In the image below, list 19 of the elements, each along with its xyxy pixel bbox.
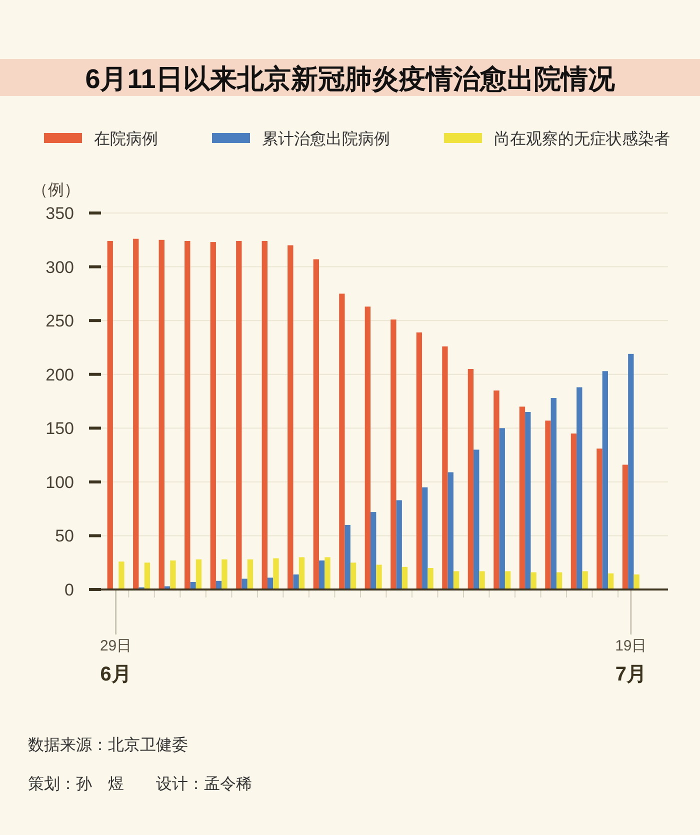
ytick: 0 bbox=[64, 580, 74, 600]
title: 6月11日以来北京新冠肺炎疫情治愈出院情况 bbox=[85, 64, 615, 94]
ytick: 150 bbox=[46, 419, 74, 438]
ytick: 250 bbox=[46, 312, 74, 331]
period-label: 7月 bbox=[615, 664, 646, 686]
period-label: 6月 bbox=[100, 664, 132, 686]
ytick: 200 bbox=[46, 365, 74, 384]
xtick: 29日 bbox=[100, 638, 132, 654]
annotation: 数据来源：北京卫健委 bbox=[28, 737, 188, 754]
ylabel: （例） bbox=[32, 182, 80, 199]
ytick: 50 bbox=[55, 526, 74, 546]
xtick: 19日 bbox=[615, 638, 647, 654]
ytick: 350 bbox=[46, 204, 74, 223]
ytick: 100 bbox=[46, 472, 74, 492]
annotation: 策划：孙 煜 设计：孟令稀 bbox=[28, 776, 252, 793]
ytick: 300 bbox=[46, 258, 74, 277]
legend-label: 在院病例 bbox=[94, 131, 158, 148]
legend-label: 尚在观察的无症状感染者 bbox=[494, 131, 670, 148]
legend-label: 累计治愈出院病例 bbox=[262, 131, 390, 148]
